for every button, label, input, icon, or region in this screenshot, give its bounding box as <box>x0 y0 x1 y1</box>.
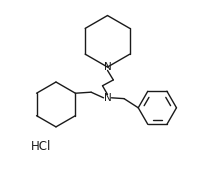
Text: HCl: HCl <box>31 139 51 152</box>
Text: N: N <box>104 62 111 72</box>
Text: N: N <box>104 93 111 103</box>
